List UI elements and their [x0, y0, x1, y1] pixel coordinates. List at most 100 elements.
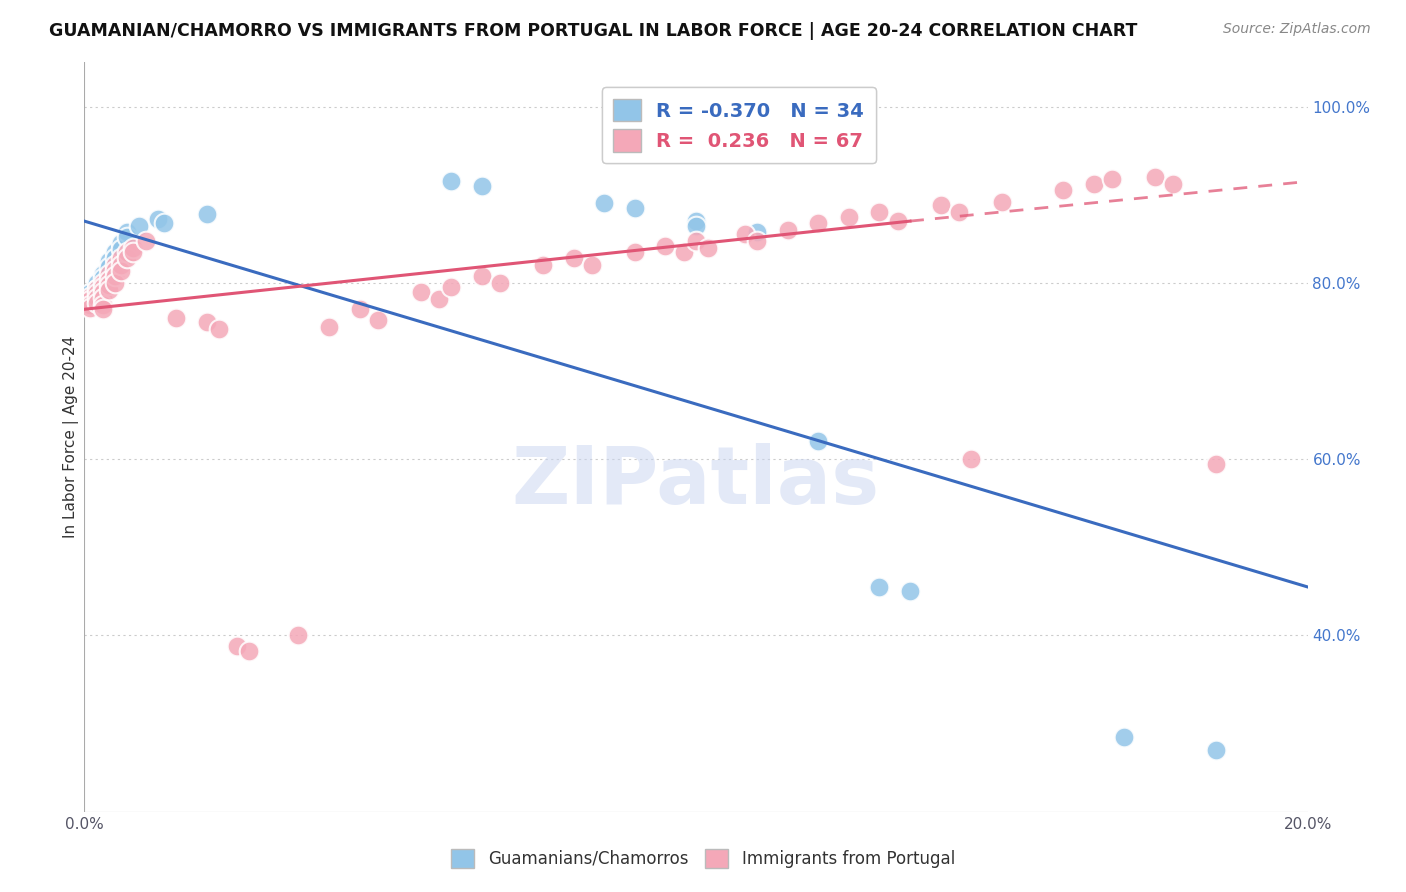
Point [122, 244, 145, 259]
Point [91, 298, 114, 312]
Point [110, 236, 132, 251]
Point [238, 644, 260, 658]
Point [349, 302, 371, 317]
Point [110, 264, 132, 278]
Point [440, 174, 463, 188]
Point [838, 210, 860, 224]
Point [91, 271, 114, 285]
Point [624, 244, 647, 259]
Y-axis label: In Labor Force | Age 20-24: In Labor Force | Age 20-24 [63, 336, 79, 538]
Point [1205, 457, 1227, 471]
Point [593, 196, 616, 211]
Point [471, 178, 494, 193]
Point [747, 234, 769, 248]
Point [440, 280, 463, 294]
Point [97, 267, 120, 281]
Point [929, 198, 952, 212]
Point [672, 244, 695, 259]
Point [427, 292, 450, 306]
Point [104, 262, 127, 277]
Point [898, 584, 921, 599]
Point [208, 321, 231, 335]
Point [86, 286, 108, 301]
Point [79, 301, 101, 316]
Point [91, 267, 114, 281]
Point [287, 628, 309, 642]
Legend: R = -0.370   N = 34, R =  0.236   N = 67: R = -0.370 N = 34, R = 0.236 N = 67 [602, 87, 876, 163]
Point [1052, 183, 1074, 197]
Point [104, 251, 127, 265]
Point [86, 282, 108, 296]
Point [86, 276, 108, 290]
Point [110, 243, 132, 257]
Point [79, 286, 101, 301]
Point [104, 258, 127, 272]
Point [79, 293, 101, 307]
Point [685, 234, 707, 248]
Point [86, 287, 108, 301]
Point [624, 201, 647, 215]
Text: ZIPatlas: ZIPatlas [512, 443, 880, 521]
Point [91, 291, 114, 305]
Point [489, 276, 512, 290]
Point [1161, 177, 1184, 191]
Text: Source: ZipAtlas.com: Source: ZipAtlas.com [1223, 22, 1371, 37]
Point [960, 452, 983, 467]
Point [104, 268, 127, 283]
Point [697, 241, 720, 255]
Point [367, 313, 389, 327]
Point [1083, 177, 1105, 191]
Point [115, 230, 138, 244]
Point [531, 258, 554, 272]
Point [122, 241, 145, 255]
Point [97, 273, 120, 287]
Point [86, 296, 108, 310]
Point [97, 253, 120, 268]
Point [1143, 169, 1166, 184]
Point [115, 251, 138, 265]
Point [104, 244, 127, 259]
Point [685, 214, 707, 228]
Point [146, 212, 169, 227]
Legend: Guamanians/Chamorros, Immigrants from Portugal: Guamanians/Chamorros, Immigrants from Po… [444, 842, 962, 875]
Point [807, 434, 830, 449]
Point [110, 251, 132, 265]
Point [110, 258, 132, 272]
Point [115, 225, 138, 239]
Point [91, 276, 114, 290]
Point [1114, 730, 1136, 744]
Point [948, 205, 970, 219]
Point [887, 214, 910, 228]
Point [1205, 743, 1227, 757]
Point [153, 216, 176, 230]
Point [807, 216, 830, 230]
Point [135, 234, 157, 248]
Point [776, 223, 799, 237]
Point [97, 283, 120, 297]
Point [562, 251, 585, 265]
Point [869, 580, 891, 594]
Point [86, 291, 108, 305]
Point [734, 227, 756, 242]
Point [581, 258, 603, 272]
Text: GUAMANIAN/CHAMORRO VS IMMIGRANTS FROM PORTUGAL IN LABOR FORCE | AGE 20-24 CORREL: GUAMANIAN/CHAMORRO VS IMMIGRANTS FROM PO… [49, 22, 1137, 40]
Point [97, 277, 120, 292]
Point [79, 293, 101, 308]
Point [91, 285, 114, 299]
Point [226, 639, 249, 653]
Point [195, 207, 218, 221]
Point [471, 268, 494, 283]
Point [79, 290, 101, 304]
Point [747, 225, 769, 239]
Point [91, 280, 114, 294]
Point [91, 302, 114, 317]
Point [91, 277, 114, 292]
Point [1101, 171, 1123, 186]
Point [104, 276, 127, 290]
Point [165, 311, 187, 326]
Point [869, 205, 891, 219]
Point [991, 194, 1014, 209]
Point [318, 319, 340, 334]
Point [195, 316, 218, 330]
Point [86, 292, 108, 306]
